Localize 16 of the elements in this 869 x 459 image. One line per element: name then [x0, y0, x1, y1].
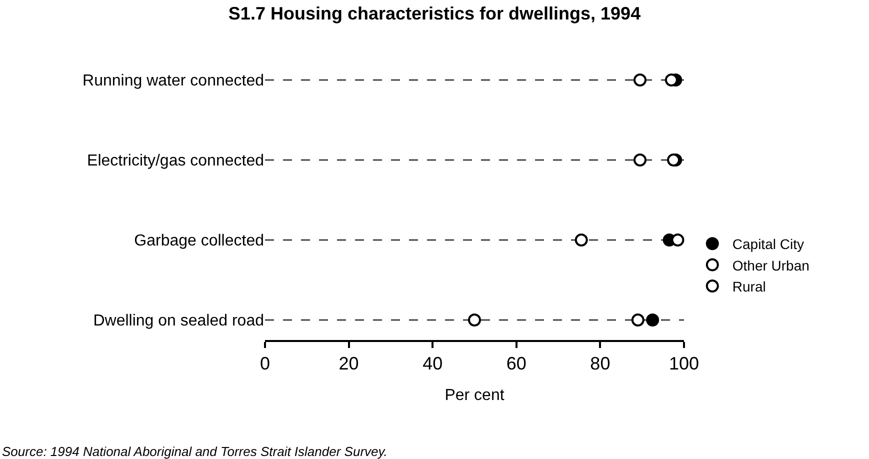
chart-title: S1.7 Housing characteristics for dwellings, 1994 [228, 3, 641, 24]
x-tick-label: 20 [338, 354, 359, 374]
y-tick-label: Running water connected [82, 72, 264, 90]
x-tick-label: 80 [590, 354, 610, 374]
x-axis-title: Per cent [444, 386, 505, 404]
y-tick-label: Electricity/gas connected [87, 152, 264, 170]
x-tick-label: 100 [668, 354, 700, 374]
legend-label: Rural [732, 278, 766, 294]
x-tick-label: 60 [506, 354, 526, 374]
x-tick-label: 0 [260, 354, 270, 374]
legend-label: Capital City [732, 236, 804, 252]
legend-label: Other Urban [732, 257, 810, 274]
y-tick-label: Dwelling on sealed road [93, 312, 264, 330]
x-tick-label: 40 [422, 354, 443, 374]
y-tick-label: Garbage collected [134, 232, 264, 250]
source-note: Source: 1994 National Aboriginal and Torres Strait Islander Survey. [2, 444, 388, 459]
